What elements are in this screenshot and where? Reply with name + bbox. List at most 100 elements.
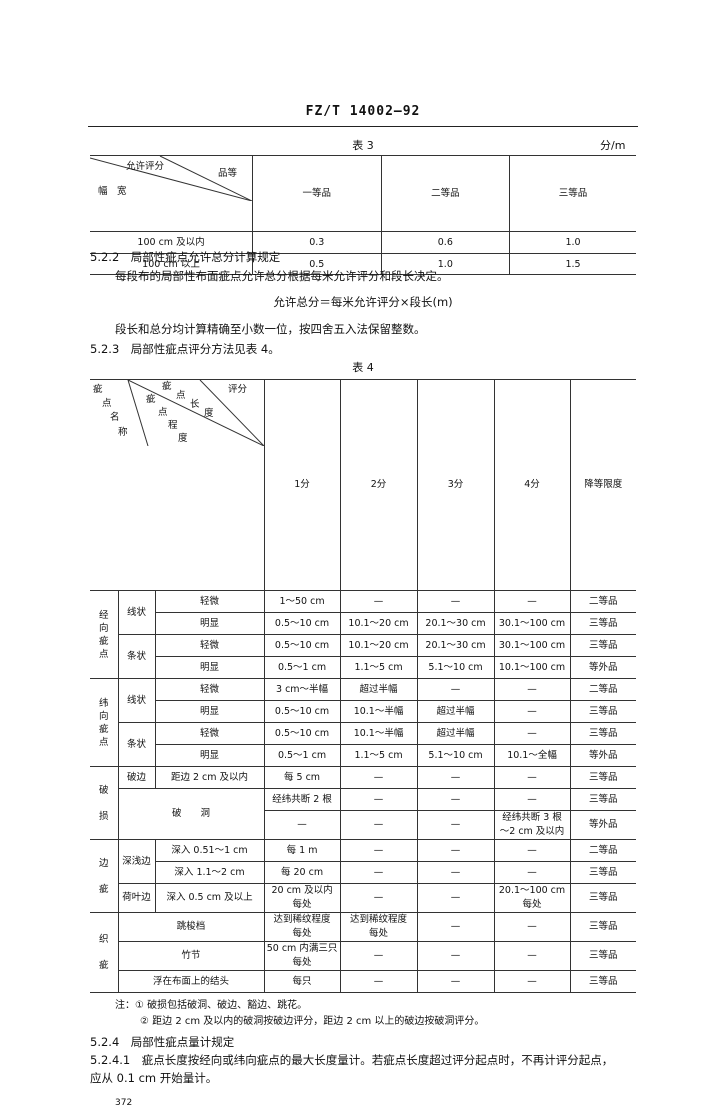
defect-degree-cell: 轻微 — [154, 678, 265, 701]
downgrade-limit-cell: 三等品 — [569, 766, 637, 789]
downgrade-limit-cell: 三等品 — [569, 970, 637, 993]
table3-col-header: 一等品 — [252, 155, 382, 232]
score-cell: 10.1～100 cm — [493, 656, 571, 679]
table4-col-header: 4分 — [493, 379, 571, 591]
score-cell: — — [493, 766, 571, 789]
downgrade-limit-cell: 三等品 — [569, 788, 637, 811]
defect-degree-cell: 距边 2 cm 及以内 — [154, 766, 265, 789]
table4-col-header: 1分 — [263, 379, 341, 591]
table-row: 破 洞经纬共断 2 根 — — — 三等品 — [90, 788, 637, 840]
diag-label-char: 疵 — [93, 384, 103, 395]
defect-type-cell: 竹节 — [118, 941, 265, 971]
downgrade-limit-cell: 三等品 — [569, 612, 637, 635]
table-row: 条状 轻微 0.5～10 cm 10.1～半幅 超过半幅 — 三等品 — [90, 722, 637, 767]
note-1: 注：① 破损包括破洞、破边、豁边、跳花。 — [115, 1000, 308, 1011]
score-cell: — — [339, 861, 418, 884]
score-cell: 20 cm 及以内 每处 — [263, 883, 341, 913]
score-cell: 超过半幅 — [416, 722, 495, 745]
downgrade-limit-cell: 三等品 — [569, 700, 637, 723]
downgrade-limit-cell: 二等品 — [569, 590, 637, 613]
value-cell: 1.0 — [509, 231, 636, 254]
table3-diagonal-header: 允许评分 品等 幅 宽 — [90, 155, 253, 232]
defect-type-cell: 深浅边 — [117, 839, 156, 884]
score-cell: 30.1～100 cm — [493, 612, 571, 635]
table4-col-header: 3分 — [416, 379, 495, 591]
table-row: 明显 0.5～10 cm 10.1～半幅 超过半幅 — 三等品 — [90, 700, 637, 723]
section-5-2-2-heading: 5.2.2 局部性疵点允许总分计算规定 — [90, 250, 281, 264]
section-5-2-4-heading: 5.2.4 局部性疵点量计规定 — [90, 1035, 235, 1049]
score-cell: 20.1～100 cm 每处 — [493, 883, 571, 913]
table-row: 明显 0.5～1 cm 1.1～5 cm 5.1～10 cm 10.1～全幅 等外品 — [90, 744, 637, 767]
table-row: 条状 轻微 0.5～10 cm 10.1～20 cm 20.1～30 cm 30.1～10… — [90, 634, 637, 679]
score-cell: 经纬共断 2 根 — [263, 788, 341, 811]
score-cell: 经纬共断 3 根 ～2 cm 及以内 — [493, 810, 571, 840]
table-4: 疵 点 名 称 疵 点 程 度 疵 点 长 度 评分 1分 2分 3分 4分 降… — [90, 379, 637, 993]
downgrade-limit-cell: 三等品 — [569, 634, 637, 657]
section-5-2-2-para1: 每段布的局部性布面疵点允许总分根据每米允许评分和段长决定。 — [115, 269, 449, 283]
score-cell: 达到稀纹程度 每处 — [263, 912, 341, 942]
score-cell: — — [416, 839, 495, 862]
score-cell: 10.1～半幅 — [339, 722, 418, 745]
downgrade-limit-cell: 二等品 — [569, 839, 637, 862]
table4-col-header: 2分 — [339, 379, 418, 591]
table-row: 竹节 50 cm 内满三只 每处 — — — 三等品 — [90, 941, 637, 971]
value-cell: 1.5 — [509, 253, 636, 275]
defect-category-cell: 经 向 疵 点 — [90, 590, 119, 679]
defect-category-cell: 边 疵 — [90, 839, 119, 913]
score-cell: 1～50 cm — [263, 590, 341, 613]
score-cell: 0.5～10 cm — [263, 700, 341, 723]
defect-type-cell: 条状 — [118, 634, 156, 679]
table4-diagonal-header: 疵 点 名 称 疵 点 程 度 疵 点 长 度 评分 — [90, 379, 265, 591]
table4-caption: 表 4 — [352, 361, 374, 374]
score-cell: — — [339, 970, 418, 993]
score-cell: 3 cm～半幅 — [263, 678, 341, 701]
table3-col-header: 三等品 — [509, 155, 636, 232]
score-cell: — — [493, 970, 571, 993]
page-number: 372 — [115, 1098, 133, 1108]
score-cell: 达到稀纹程度 每处 — [339, 912, 418, 942]
defect-degree-cell: 明显 — [155, 612, 265, 635]
table3-col-header: 二等品 — [380, 155, 510, 232]
score-cell: 30.1～100 cm — [493, 634, 571, 657]
score-cell: — — [339, 766, 418, 789]
diag-label-grade: 品等 — [218, 168, 238, 179]
score-cell: — — [339, 810, 418, 840]
defect-type-cell: 条状 — [118, 722, 156, 767]
diag-label-char: 点 — [176, 390, 186, 401]
defect-degree-cell: 轻微 — [154, 590, 265, 613]
score-cell: — — [339, 590, 418, 613]
defect-degree-cell: 明显 — [155, 700, 265, 723]
diag-label-char: 称 — [118, 427, 128, 438]
table-row: 深入 1.1～2 cm 每 20 cm — — — 三等品 — [90, 861, 637, 884]
score-cell: — — [416, 912, 495, 942]
score-cell: — — [493, 590, 571, 613]
score-cell: — — [493, 912, 571, 942]
score-cell: — — [493, 722, 571, 745]
defect-type-cell: 线状 — [117, 678, 156, 723]
diag-label-char: 疵 — [146, 394, 156, 405]
score-cell: — — [416, 590, 495, 613]
score-cell: — — [339, 788, 418, 811]
defect-type-cell: 荷叶边 — [118, 883, 156, 913]
table-3: 允许评分 品等 幅 宽 一等品 二等品 三等品 100 cm 及以内 0.3 0… — [90, 155, 636, 275]
downgrade-limit-cell: 三等品 — [569, 941, 637, 971]
defect-category-cell: 织 疵 — [90, 912, 119, 993]
defect-category-cell: 破 损 — [90, 766, 119, 840]
header-rule — [88, 126, 638, 127]
score-cell: 每只 — [263, 970, 341, 993]
diag-label-score: 评分 — [228, 384, 248, 395]
downgrade-limit-cell: 三等品 — [569, 912, 637, 942]
score-cell: 0.5～10 cm — [263, 634, 341, 657]
downgrade-limit-cell: 三等品 — [569, 861, 637, 884]
score-cell: — — [493, 861, 571, 884]
score-cell: 0.5～1 cm — [263, 744, 341, 767]
score-cell: — — [416, 861, 495, 884]
table-row: 明显 0.5～10 cm 10.1～20 cm 20.1～30 cm 30.1～100 … — [90, 612, 637, 635]
score-cell: 0.5～1 cm — [263, 656, 341, 679]
diag-label-char: 点 — [102, 398, 112, 409]
value-cell: 1.0 — [380, 253, 510, 275]
score-cell: 10.1～20 cm — [339, 634, 418, 657]
score-cell: 每 5 cm — [263, 766, 341, 789]
score-cell: 50 cm 内满三只 每处 — [263, 941, 341, 971]
diag-label-char: 名 — [110, 412, 120, 423]
